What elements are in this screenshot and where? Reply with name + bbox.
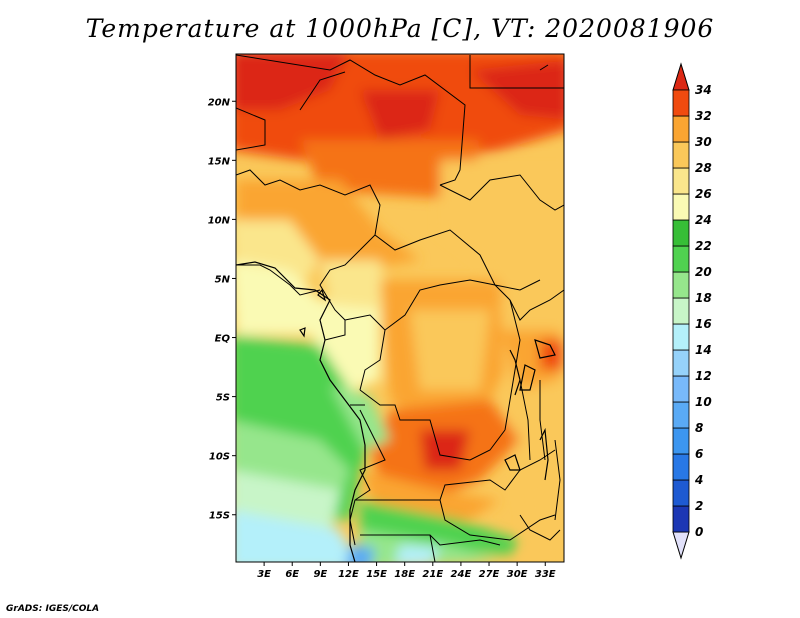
longitude-axis: 3E 6E 9E 12E 15E 18E 21E 24E 27E 30E 33E (257, 562, 556, 580)
lon-tick-label: 6E (285, 569, 299, 580)
colorbar-under-triangle (672, 531, 690, 560)
coastlines (236, 261, 556, 562)
colorbar-swatch (672, 271, 690, 299)
colorbar-label: 24 (695, 213, 712, 227)
lon-tick-label: 12E (338, 569, 359, 580)
lon-tick-label: 30E (507, 569, 528, 580)
colorbar-label: 32 (695, 109, 712, 123)
lon-tick-label: 27E (479, 569, 500, 580)
colorbar-label: 4 (694, 473, 703, 487)
map-frame (235, 53, 565, 563)
colorbar-label: 22 (695, 239, 712, 253)
colorbar-label: 30 (695, 135, 712, 149)
colorbar-label: 0 (695, 525, 703, 539)
colorbar-swatch (672, 427, 690, 455)
credit-text: GrADS: IGES/COLA (6, 604, 100, 614)
lat-tick-label: 10N (208, 215, 231, 226)
lon-tick-label: 3E (257, 569, 271, 580)
lat-tick-label: 20N (208, 97, 231, 108)
lat-tick-label: 15S (209, 511, 230, 522)
colorbar-swatch (672, 141, 690, 169)
colorbar-label: 18 (695, 291, 712, 305)
colorbar-label: 16 (695, 317, 712, 331)
lat-tick-label: 5S (216, 393, 230, 404)
lat-tick-label: 15N (208, 156, 231, 167)
colorbar-swatch (672, 323, 690, 351)
colorbar-swatch (672, 375, 690, 403)
colorbar-label: 12 (695, 369, 712, 383)
lon-tick-label: 33E (535, 569, 556, 580)
lon-tick-label: 9E (313, 569, 327, 580)
colorbar-label: 2 (695, 499, 703, 513)
colorbar-label: 6 (695, 447, 703, 461)
colorbar-swatch (672, 219, 690, 247)
colorbar-label: 28 (695, 161, 712, 175)
colorbar-swatch (672, 401, 690, 429)
colorbar-swatch (672, 453, 690, 481)
lon-tick-label: 21E (422, 569, 443, 580)
colorbar-swatch (672, 167, 690, 195)
lon-tick-label: 18E (394, 569, 415, 580)
colorbar-swatch (672, 297, 690, 325)
temperature-field (236, 54, 564, 562)
colorbar-swatch (672, 505, 690, 533)
lat-tick-label: 10S (209, 452, 230, 463)
colorbar-swatch (672, 349, 690, 377)
map-title: Temperature at 1000hPa [C], VT: 20200819… (85, 14, 715, 43)
lon-tick-label: 15E (366, 569, 387, 580)
colorbar-label: 34 (695, 83, 712, 97)
colorbar-swatch (672, 89, 690, 117)
colorbar-swatch (672, 479, 690, 507)
colorbar-label: 8 (695, 421, 703, 435)
colorbar-swatch (672, 115, 690, 143)
colorbar-over-triangle (672, 62, 690, 91)
colorbar-label: 10 (695, 395, 712, 409)
colorbar-label: 20 (695, 265, 712, 279)
lon-tick-label: 24E (451, 569, 472, 580)
latitude-axis: 20N 15N 10N 5N EQ 5S 10S 15S (208, 97, 236, 522)
colorbar-label: 14 (695, 343, 712, 357)
lat-tick-label: EQ (215, 334, 231, 345)
colorbar-swatch (672, 193, 690, 221)
lat-tick-label: 5N (215, 274, 231, 285)
colorbar-swatch (672, 245, 690, 273)
colorbar-label: 26 (695, 187, 712, 201)
